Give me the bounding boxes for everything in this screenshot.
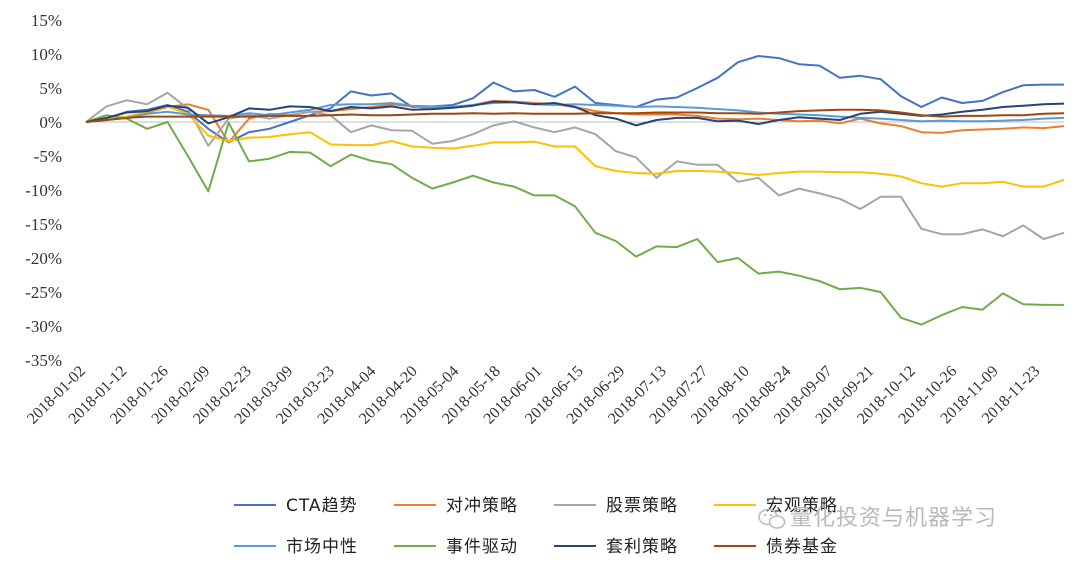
legend-label: 宏观策略 bbox=[766, 496, 838, 516]
series-lines bbox=[85, 55, 1065, 326]
series-line-8 bbox=[85, 108, 1065, 123]
legend-label: 事件驱动 bbox=[446, 537, 518, 557]
y-tick-label: -35% bbox=[25, 351, 62, 370]
x-axis-ticks: 2018-01-022018-01-122018-01-262018-02-09… bbox=[24, 363, 1043, 428]
y-tick-label: 15% bbox=[31, 11, 62, 30]
y-tick-label: -20% bbox=[25, 249, 62, 268]
series-line-5 bbox=[85, 101, 1065, 123]
series-line-4 bbox=[85, 105, 1065, 188]
series-line-1 bbox=[85, 55, 1064, 144]
legend-label: 债券基金 bbox=[766, 537, 838, 557]
series-line-7 bbox=[85, 100, 1065, 127]
legend-label: 市场中性 bbox=[286, 537, 358, 557]
y-tick-label: 5% bbox=[39, 79, 62, 98]
legend-label: 股票策略 bbox=[606, 496, 678, 516]
series-line-6 bbox=[85, 114, 1064, 326]
series-line-3 bbox=[85, 91, 1065, 240]
watermark: 量化投资与机器学习 bbox=[758, 500, 997, 532]
wechat-icon bbox=[758, 508, 786, 529]
y-tick-label: -25% bbox=[25, 283, 62, 302]
legend-label: 套利策略 bbox=[606, 537, 678, 557]
y-tick-label: -30% bbox=[25, 317, 62, 336]
watermark-text: 量化投资与机器学习 bbox=[790, 506, 998, 531]
y-tick-label: 0% bbox=[39, 113, 62, 132]
y-tick-label: -5% bbox=[34, 147, 62, 166]
y-axis-ticks: 15% 10% 5% 0% -5% -10% -15% -20% -25% -30% -35% bbox=[25, 11, 62, 370]
y-tick-label: -15% bbox=[25, 215, 62, 234]
y-tick-label: 10% bbox=[31, 45, 62, 64]
legend-label: CTA趋势 bbox=[286, 496, 358, 516]
legend-label: 对冲策略 bbox=[446, 496, 518, 516]
y-tick-label: -10% bbox=[25, 181, 62, 200]
